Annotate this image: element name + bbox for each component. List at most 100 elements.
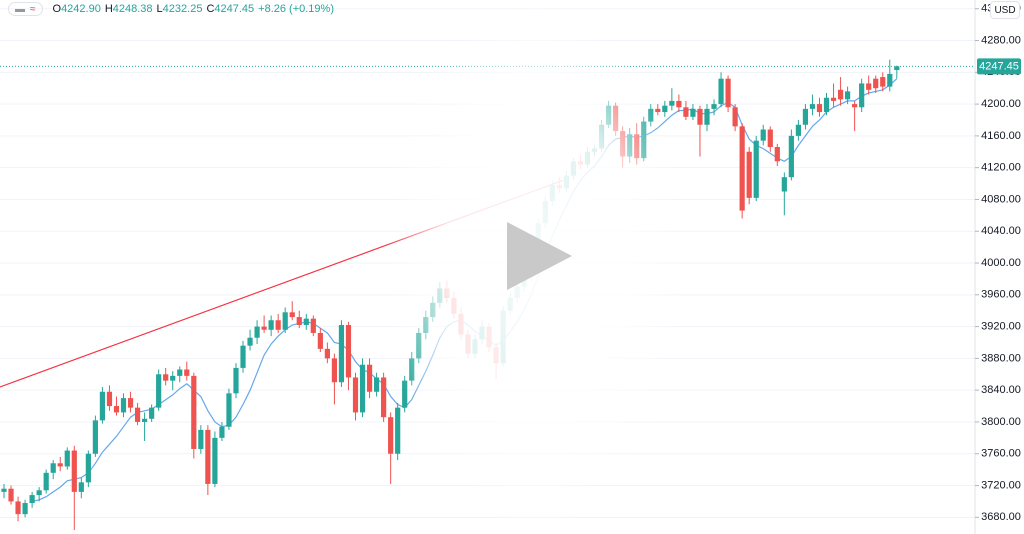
- candle-body: [381, 377, 387, 418]
- candle-body: [802, 108, 809, 125]
- y-tick-label: 3920.00: [981, 321, 1021, 333]
- candle-body: [725, 78, 731, 108]
- candle-body: [676, 100, 682, 108]
- candle-body: [739, 126, 745, 211]
- candle-body: [289, 312, 295, 318]
- y-tick-label: 4000.00: [981, 257, 1021, 269]
- candle-body: [852, 104, 858, 108]
- ohlc-label: O: [52, 3, 62, 15]
- candle-body: [795, 124, 801, 136]
- candle-body: [99, 391, 106, 421]
- candle-body: [324, 348, 330, 359]
- candle-body: [662, 105, 668, 113]
- candle-body: [127, 398, 134, 408]
- candle-body: [240, 345, 246, 368]
- candle-body: [1, 488, 7, 492]
- candle-body: [134, 407, 141, 422]
- candle-body: [85, 453, 91, 483]
- candle-body: [880, 77, 886, 87]
- candle-body: [866, 83, 872, 90]
- candle-body: [774, 147, 780, 162]
- candle-body: [809, 104, 816, 109]
- candle-body: [177, 369, 183, 376]
- candle-body: [78, 482, 84, 492]
- y-tick-label: 3760.00: [981, 448, 1021, 460]
- candle-body: [156, 374, 162, 408]
- candle-body: [669, 100, 675, 106]
- candle-body: [753, 140, 759, 198]
- candle-body: [57, 463, 63, 467]
- candle-body: [198, 429, 204, 449]
- candle-body: [92, 420, 98, 454]
- candle-body: [338, 325, 345, 383]
- y-tick-label: 3880.00: [981, 352, 1021, 364]
- candle-body: [275, 320, 281, 330]
- ohlc-value: 4242.90: [61, 3, 101, 15]
- candle-body: [205, 429, 211, 484]
- candle-body: [887, 73, 893, 87]
- candle-body: [746, 151, 752, 198]
- candle-body: [859, 83, 865, 108]
- play-button[interactable]: [507, 222, 572, 290]
- candle-body: [29, 495, 35, 504]
- legend-header: ▬ ≈ O 4242.90 H 4248.38 L 4232.25 C 4247.45 +…: [8, 1, 338, 17]
- currency-button[interactable]: USD: [990, 1, 1020, 19]
- candle-body: [226, 393, 232, 427]
- candle-body: [760, 129, 766, 141]
- candle-body: [233, 367, 239, 394]
- y-tick-label: 4120.00: [981, 162, 1021, 174]
- y-tick-label: 4040.00: [981, 225, 1021, 237]
- candle-body: [268, 320, 274, 330]
- candle-body: [781, 177, 787, 192]
- candle-body: [388, 417, 394, 454]
- candle-body: [830, 97, 837, 101]
- candle-body: [142, 418, 148, 422]
- visibility-toggle[interactable]: ▬ ≈: [8, 2, 43, 16]
- candle-body: [303, 318, 309, 326]
- candle-body: [718, 78, 724, 105]
- candle-body: [366, 364, 373, 392]
- ohlc-label: C: [206, 3, 215, 15]
- candle-body: [402, 380, 408, 408]
- candle-body: [219, 426, 225, 438]
- candle-body: [191, 375, 197, 449]
- last-price-badge: [977, 58, 1021, 75]
- candle-body: [395, 407, 401, 454]
- y-tick-label: 4200.00: [981, 98, 1021, 110]
- candle-body: [816, 104, 823, 113]
- ohlc-label: L: [156, 3, 163, 15]
- candle-body: [50, 463, 56, 473]
- candle-body: [43, 472, 49, 491]
- y-tick-label: 3960.00: [981, 289, 1021, 301]
- candle-body: [296, 317, 302, 326]
- candle-body: [359, 364, 366, 413]
- candle-body: [690, 108, 696, 117]
- candle-body: [106, 391, 113, 407]
- candle-body: [71, 450, 77, 492]
- ohlc-label: H: [104, 3, 113, 15]
- candle-body: [163, 374, 169, 381]
- candle-body: [310, 318, 316, 333]
- candle-body: [261, 326, 267, 330]
- candle-body: [873, 78, 879, 89]
- candle-body: [732, 107, 738, 127]
- candle-body: [331, 358, 338, 383]
- candle-body: [15, 501, 21, 515]
- candle-body: [8, 488, 14, 502]
- candle-body: [36, 490, 42, 496]
- candle-body: [113, 406, 120, 413]
- candle-body: [149, 407, 155, 419]
- change-value: +8.26 (+0.19%): [258, 3, 334, 15]
- candle-body: [704, 108, 710, 125]
- candle-body: [845, 91, 851, 100]
- candle-body: [170, 375, 176, 381]
- candle-body: [317, 332, 323, 349]
- candle-body: [22, 503, 28, 515]
- y-tick-label: 3840.00: [981, 384, 1021, 396]
- candle-body: [711, 104, 717, 109]
- y-tick-label: 3720.00: [981, 479, 1021, 491]
- candle-body: [247, 337, 253, 346]
- candle-body: [352, 377, 359, 413]
- candle-body: [788, 135, 794, 178]
